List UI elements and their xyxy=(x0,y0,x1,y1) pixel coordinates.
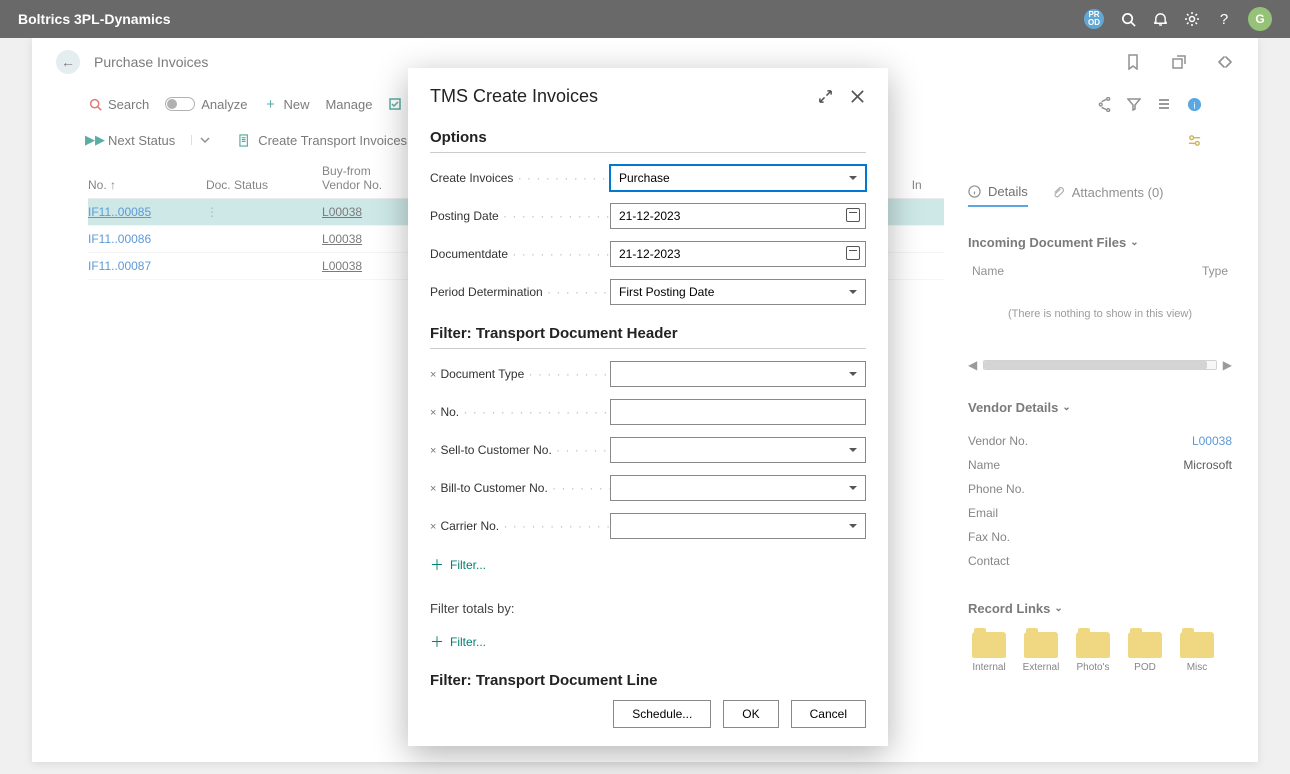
add-filter-button[interactable]: ＋Filter... xyxy=(430,555,866,575)
period-select[interactable]: First Posting Date xyxy=(610,279,866,305)
section-options: Options xyxy=(430,129,866,153)
cancel-button[interactable]: Cancel xyxy=(791,700,866,728)
section-filter-header: Filter: Transport Document Header xyxy=(430,325,866,349)
sell-to-select[interactable] xyxy=(610,437,866,463)
schedule-button[interactable]: Schedule... xyxy=(613,700,711,728)
ok-button[interactable]: OK xyxy=(723,700,778,728)
expand-icon[interactable] xyxy=(816,88,834,106)
section-filter-line: Filter: Transport Document Line xyxy=(430,672,866,688)
doc-type-select[interactable] xyxy=(610,361,866,387)
carrier-select[interactable] xyxy=(610,513,866,539)
posting-date-input[interactable] xyxy=(610,203,866,229)
section-filter-totals: Filter totals by: xyxy=(430,601,866,616)
label-create-invoices: Create Invoices xyxy=(430,171,610,185)
label-document-date: Documentdate xyxy=(430,247,610,261)
label-bill-to: ×Bill-to Customer No. xyxy=(430,481,610,495)
label-sell-to: ×Sell-to Customer No. xyxy=(430,443,610,457)
label-no: ×No. xyxy=(430,405,610,419)
close-icon[interactable] xyxy=(848,88,866,106)
modal-title: TMS Create Invoices xyxy=(430,86,598,107)
label-doc-type: ×Document Type xyxy=(430,367,610,381)
label-period: Period Determination xyxy=(430,285,610,299)
bill-to-select[interactable] xyxy=(610,475,866,501)
label-posting-date: Posting Date xyxy=(430,209,610,223)
modal-dialog: TMS Create Invoices Options Create Invoi… xyxy=(408,68,888,746)
no-input[interactable] xyxy=(610,399,866,425)
document-date-input[interactable] xyxy=(610,241,866,267)
label-carrier: ×Carrier No. xyxy=(430,519,610,533)
create-invoices-select[interactable]: Purchase xyxy=(610,165,866,191)
add-totals-filter-button[interactable]: ＋Filter... xyxy=(430,632,866,652)
